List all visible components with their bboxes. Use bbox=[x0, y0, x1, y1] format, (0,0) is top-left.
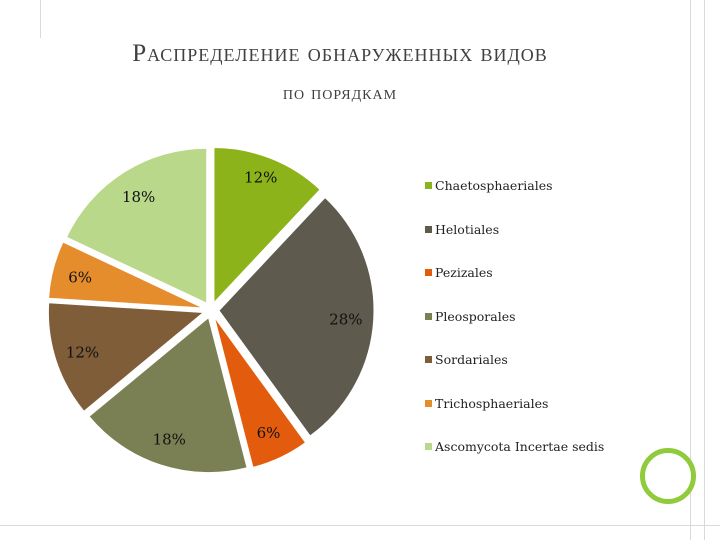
pie-slice-sordariales bbox=[47, 302, 205, 412]
legend-item: Ascomycota Incertae sedis bbox=[425, 439, 604, 454]
legend-swatch bbox=[425, 356, 432, 363]
legend-item: Pezizales bbox=[425, 265, 493, 280]
data-label-chaetosphaeriales: 12% bbox=[244, 168, 277, 186]
legend-label: Sordariales bbox=[435, 352, 508, 367]
pie-slice-pezizales bbox=[213, 316, 307, 468]
data-label-helotiales: 28% bbox=[329, 310, 362, 328]
data-label-sordariales: 12% bbox=[66, 344, 99, 362]
legend-swatch bbox=[425, 399, 432, 407]
legend-swatch bbox=[425, 225, 432, 233]
legend-label: Pezizales bbox=[435, 265, 493, 280]
slide-title: Распределение обнаруженных видов по поря… bbox=[60, 40, 620, 105]
legend-item: Sordariales bbox=[425, 352, 508, 367]
legend-item: Pleosporales bbox=[425, 309, 516, 324]
legend-item: Helotiales bbox=[425, 222, 499, 237]
decorative-circle bbox=[640, 448, 696, 504]
legend-label: Chaetosphaeriales bbox=[435, 178, 553, 193]
legend-swatch bbox=[425, 182, 432, 189]
pie-slice-ascomycota-incertae-sedis bbox=[65, 147, 208, 305]
legend-label: Trichosphaeriales bbox=[435, 395, 549, 411]
legend-label: Pleosporales bbox=[435, 308, 516, 324]
pie-slice-pleosporales bbox=[88, 316, 248, 474]
legend-swatch bbox=[425, 443, 432, 450]
frame-bottom bbox=[0, 525, 720, 526]
pie-slice-chaetosphaeriales bbox=[213, 147, 321, 304]
legend-label: Helotiales bbox=[435, 221, 500, 237]
title-line-1: Распределение обнаруженных видов bbox=[132, 40, 548, 67]
data-label-pleosporales: 18% bbox=[153, 430, 186, 448]
data-label-trichosphaeriales: 6% bbox=[68, 268, 92, 286]
legend-item: Trichosphaeriales bbox=[425, 396, 548, 411]
legend-item: Chaetosphaeriales bbox=[425, 178, 553, 193]
pie-slice-trichosphaeriales bbox=[48, 241, 204, 309]
legend-swatch bbox=[425, 269, 432, 276]
frame-top-left bbox=[40, 0, 41, 38]
title-line-2: по порядкам bbox=[282, 82, 398, 104]
pie-slice-helotiales bbox=[218, 196, 375, 437]
data-label-ascomycota-incertae-sedis: 18% bbox=[122, 188, 155, 206]
frame-right-inner bbox=[690, 0, 691, 540]
legend-label: Ascomycota Incertae sedis bbox=[435, 439, 605, 454]
data-label-pezizales: 6% bbox=[257, 424, 281, 442]
frame-right-outer bbox=[704, 0, 705, 540]
legend-swatch bbox=[425, 312, 432, 320]
